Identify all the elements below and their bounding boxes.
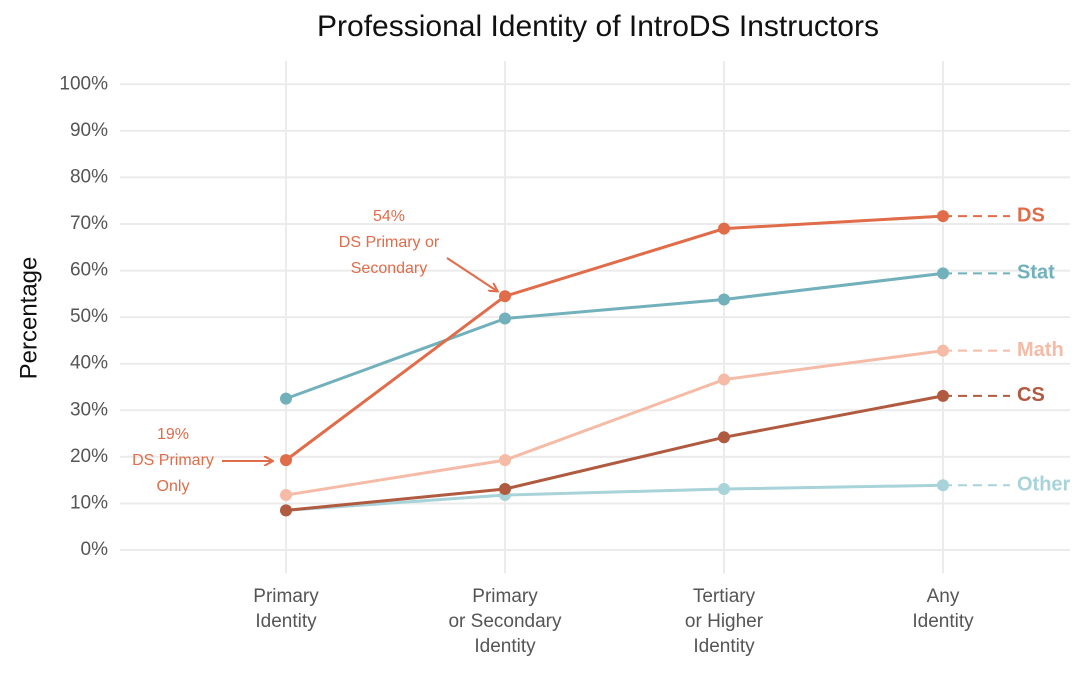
point: [499, 483, 511, 496]
y-tick-label: 80%: [70, 166, 108, 187]
y-tick-label: 70%: [70, 213, 108, 234]
y-tick-label: 0%: [81, 539, 109, 560]
annotation: 54%: [373, 208, 405, 225]
y-tick-label: 30%: [70, 399, 108, 420]
y-tick-label: 90%: [70, 120, 108, 141]
point: [937, 267, 949, 280]
chart-title: Professional Identity of IntroDS Instruc…: [317, 10, 879, 43]
point: [937, 479, 949, 492]
point: [937, 210, 949, 223]
point: [718, 373, 730, 386]
series-line: [285, 394, 944, 512]
grid: [120, 61, 1070, 574]
series-line: [285, 349, 944, 497]
point: [718, 431, 730, 444]
y-tick-label: 10%: [70, 492, 108, 513]
point: [499, 454, 511, 467]
y-axis-label: Percentage: [15, 257, 42, 380]
series-label: CS: [1017, 384, 1045, 406]
point: [718, 483, 730, 496]
annotation: DS Primary or: [339, 234, 440, 251]
point: [937, 344, 949, 357]
series-label: Other: [1017, 474, 1071, 496]
annotation: 19%: [157, 426, 189, 443]
point: [937, 389, 949, 402]
point: [280, 392, 292, 405]
x-tick-label: Any Identity: [912, 586, 974, 632]
x-tick-label: Tertiary or Higher Identity: [684, 586, 764, 657]
series-label: Stat: [1017, 262, 1055, 284]
x-tick-label: Primary or Secondary Identity: [448, 586, 562, 657]
annotation-arrow: [446, 257, 497, 291]
series-label: Math: [1017, 339, 1064, 361]
annotation: Secondary: [351, 260, 428, 277]
point: [280, 504, 292, 517]
series-line: [285, 214, 944, 462]
y-tick-label: 40%: [70, 353, 108, 374]
annotation: Only: [157, 478, 190, 495]
point: [280, 454, 292, 467]
series-line: [285, 483, 944, 512]
y-tick-label: 100%: [59, 73, 108, 94]
annotation: DS Primary: [132, 452, 214, 469]
point: [280, 489, 292, 502]
point: [718, 222, 730, 235]
series-label: DS: [1017, 204, 1045, 226]
y-tick-label: 20%: [70, 446, 108, 467]
y-tick-label: 50%: [70, 306, 108, 327]
series-line: [285, 271, 944, 401]
point: [499, 290, 511, 303]
point: [718, 293, 730, 306]
point: [499, 312, 511, 325]
x-tick-label: Primary Identity: [253, 586, 319, 632]
y-tick-label: 60%: [70, 260, 108, 281]
